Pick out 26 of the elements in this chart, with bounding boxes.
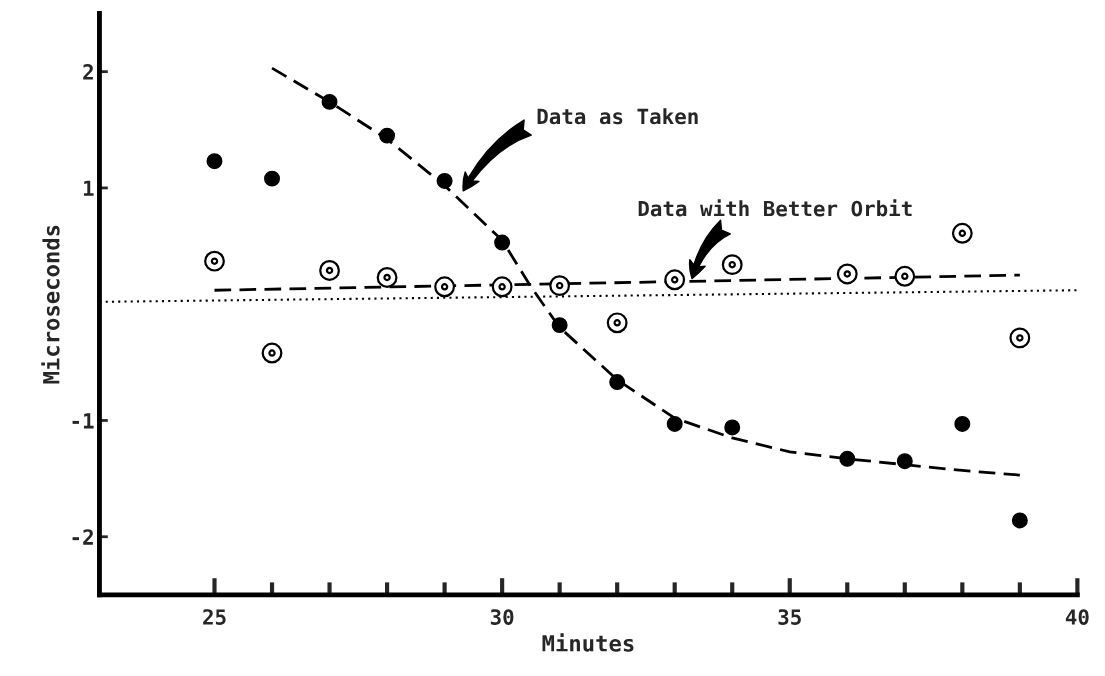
point — [1011, 512, 1028, 529]
point — [896, 453, 913, 470]
point — [839, 450, 856, 467]
y-tick-label: 2 — [83, 64, 93, 80]
point — [436, 172, 453, 189]
point — [954, 415, 971, 432]
point — [666, 415, 683, 432]
y-axis-title: Microseconds — [41, 225, 60, 384]
point — [264, 170, 281, 187]
y-tick-label: 1 — [83, 180, 94, 196]
x-tick-label: 25 — [203, 609, 226, 625]
point — [321, 93, 338, 110]
point — [724, 419, 741, 436]
point — [379, 127, 396, 144]
annotation: Data with Better Orbit — [638, 199, 912, 217]
x-tick-label: 30 — [490, 609, 514, 625]
point — [551, 317, 568, 334]
point — [494, 234, 511, 251]
y-tick-label: -1 — [72, 413, 94, 429]
annotation: Data as Taken — [537, 108, 698, 125]
x-tick-label: 35 — [778, 609, 801, 625]
x-axis-title: Minutes — [542, 633, 634, 652]
y-tick-label: -2 — [72, 529, 93, 545]
point — [609, 374, 626, 391]
x-tick-label: 40 — [1065, 609, 1089, 625]
point — [206, 153, 223, 170]
